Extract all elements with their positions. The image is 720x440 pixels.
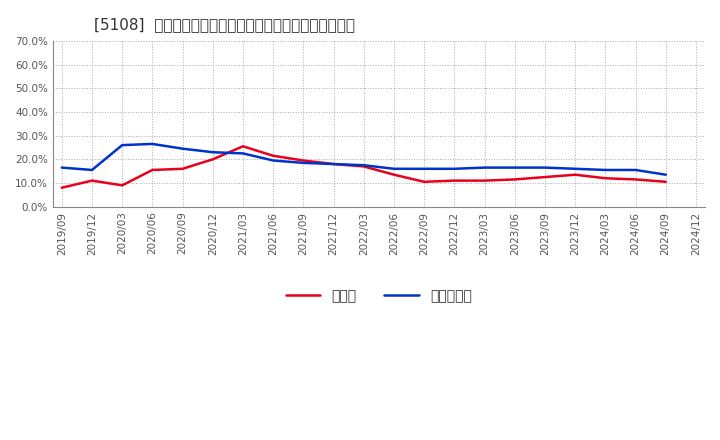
有利子負債 <box>390 166 398 172</box>
有利子負債 <box>601 167 610 172</box>
現頃金 <box>299 158 307 163</box>
現頃金 <box>420 179 428 184</box>
現頃金 <box>601 176 610 181</box>
Line: 現頃金: 現頃金 <box>62 147 666 188</box>
現頃金 <box>571 172 580 177</box>
現頃金 <box>510 177 519 182</box>
有利子負債 <box>631 167 640 172</box>
現頃金 <box>118 183 127 188</box>
有利子負債 <box>179 146 187 151</box>
有利子負債 <box>510 165 519 170</box>
現頃金 <box>238 144 247 149</box>
現頃金 <box>179 166 187 172</box>
Legend: 現頃金, 有利子負債: 現頃金, 有利子負債 <box>280 283 477 308</box>
有利子負債 <box>480 165 489 170</box>
現頃金 <box>450 178 459 183</box>
有利子負債 <box>541 165 549 170</box>
有利子負債 <box>88 167 96 172</box>
有利子負債 <box>299 160 307 165</box>
Text: [5108]  現預金、有利子負債の総資産に対する比率の推移: [5108] 現預金、有利子負債の総資産に対する比率の推移 <box>94 18 355 33</box>
現頃金 <box>480 178 489 183</box>
現頃金 <box>631 177 640 182</box>
現頃金 <box>209 157 217 162</box>
有利子負債 <box>450 166 459 172</box>
現頃金 <box>88 178 96 183</box>
有利子負債 <box>269 158 277 163</box>
現頃金 <box>329 161 338 167</box>
有利子負債 <box>58 165 66 170</box>
現頃金 <box>269 153 277 158</box>
現頃金 <box>390 172 398 177</box>
現頃金 <box>58 185 66 191</box>
現頃金 <box>662 179 670 184</box>
有利子負債 <box>238 151 247 156</box>
有利子負債 <box>359 163 368 168</box>
Line: 有利子負債: 有利子負債 <box>62 144 666 175</box>
有利子負債 <box>571 166 580 172</box>
有利子負債 <box>118 143 127 148</box>
有利子負債 <box>420 166 428 172</box>
現頃金 <box>359 164 368 169</box>
有利子負債 <box>209 150 217 155</box>
有利子負債 <box>662 172 670 177</box>
有利子負債 <box>148 141 157 147</box>
有利子負債 <box>329 161 338 167</box>
現頃金 <box>541 174 549 180</box>
現頃金 <box>148 167 157 172</box>
